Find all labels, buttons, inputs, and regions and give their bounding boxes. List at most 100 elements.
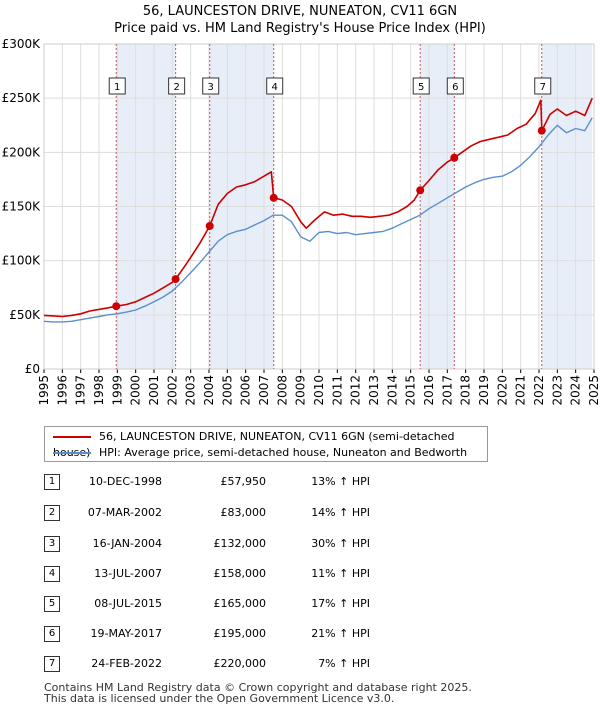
legend-swatch-property <box>53 436 91 438</box>
sale-marker-label: 5 <box>418 82 424 93</box>
x-tick-label: 2002 <box>165 375 179 406</box>
series-lines <box>43 97 593 323</box>
sale-price: £220,000 <box>213 657 267 670</box>
sale-marker-box <box>108 77 126 95</box>
title-line-1: 56, LAUNCESTON DRIVE, NUNEATON, CV11 6GN <box>142 4 458 19</box>
sale-number-badge: 4 <box>44 566 60 582</box>
sale-markers: 1 2 3 4 5 6 7 <box>108 44 552 369</box>
plot-border <box>43 43 595 370</box>
sale-hpi-change: 21% ↑ HPI <box>311 627 370 640</box>
sale-point <box>537 126 546 135</box>
sale-date: 08-JUL-2015 <box>94 597 162 610</box>
x-tick-label: 1995 <box>37 375 51 406</box>
sale-row: 5 08-JUL-2015 £165,000 17% ↑ HPI <box>0 592 600 616</box>
axes: £0 £50K £100K £150K £200K £250K £300K 1995 1996 1… <box>2 37 600 406</box>
sale-marker-box <box>202 77 220 95</box>
x-tick-label: 2024 <box>569 375 583 406</box>
x-tick-label: 2017 <box>440 375 454 406</box>
title-line-2: Price paid vs. HM Land Registry's House … <box>114 21 486 36</box>
legend-label-hpi: HPI: Average price, semi-detached house,… <box>99 446 468 459</box>
sale-date: 13-JUL-2007 <box>94 567 162 580</box>
sale-marker-box <box>168 77 186 95</box>
sale-hpi-change: 13% ↑ HPI <box>311 475 370 488</box>
sale-marker-box <box>534 77 552 95</box>
legend-item-hpi: HPI: Average price, semi-detached house,… <box>53 445 467 461</box>
sale-number-badge: 1 <box>44 474 60 490</box>
sale-marker-label: 6 <box>452 82 458 93</box>
chart-title: 56, LAUNCESTON DRIVE, NUNEATON, CV11 6GN… <box>0 3 600 37</box>
sale-number-badge: 5 <box>44 596 60 612</box>
x-tick-label: 2007 <box>257 375 271 406</box>
sale-marker-label: 1 <box>114 82 120 93</box>
y-tick-label: £100K <box>2 254 42 268</box>
x-tick-label: 2006 <box>239 375 253 406</box>
sale-hpi-change: 14% ↑ HPI <box>311 506 370 519</box>
x-tick-label: 1997 <box>74 375 88 406</box>
y-tick-label: £150K <box>2 200 42 214</box>
x-tick-label: 1996 <box>55 375 69 406</box>
sale-row: 6 19-MAY-2017 £195,000 21% ↑ HPI <box>0 622 600 646</box>
sale-price: £165,000 <box>213 597 267 610</box>
x-tick-label: 1998 <box>92 375 106 406</box>
x-tick-label: 2009 <box>294 375 308 406</box>
sale-price: £132,000 <box>213 537 267 550</box>
x-tick-label: 2019 <box>477 375 491 406</box>
footer-attribution: Contains HM Land Registry data © Crown c… <box>44 682 472 704</box>
sale-marker-box <box>446 77 464 95</box>
hpi-line <box>43 117 593 323</box>
sale-row: 4 13-JUL-2007 £158,000 11% ↑ HPI <box>0 562 600 586</box>
sale-row: 2 07-MAR-2002 £83,000 14% ↑ HPI <box>0 501 600 525</box>
sale-number-badge: 7 <box>44 656 60 672</box>
sale-points <box>112 126 546 311</box>
sale-marker-label: 2 <box>173 82 179 93</box>
sale-price: £83,000 <box>220 506 267 519</box>
property-price-line <box>43 97 593 318</box>
x-tick-label: 2011 <box>330 375 344 406</box>
sale-number-badge: 6 <box>44 626 60 642</box>
sale-marker-label: 7 <box>540 82 546 93</box>
y-tick-label: £300K <box>2 37 42 51</box>
sale-date: 19-MAY-2017 <box>90 627 162 640</box>
sale-row: 7 24-FEB-2022 £220,000 7% ↑ HPI <box>0 652 600 676</box>
x-tick-label: 2010 <box>312 375 326 406</box>
legend-swatch-hpi <box>53 452 91 454</box>
sale-date: 24-FEB-2022 <box>91 657 162 670</box>
footer-line-2: This data is licensed under the Open Gov… <box>44 692 395 705</box>
sale-point <box>112 302 121 311</box>
x-tick-label: 2015 <box>404 375 418 406</box>
x-tick-label: 2020 <box>495 375 509 406</box>
y-tick-label: £250K <box>2 91 42 105</box>
x-tick-label: 2025 <box>587 375 600 406</box>
sale-marker-label: 3 <box>208 82 214 93</box>
sale-number-badge: 2 <box>44 505 60 521</box>
x-tick-label: 2004 <box>202 375 216 406</box>
legend-item-property: 56, LAUNCESTON DRIVE, NUNEATON, CV11 6GN… <box>53 429 487 459</box>
footer-line-1: Contains HM Land Registry data © Crown c… <box>44 681 472 694</box>
sale-price: £195,000 <box>213 627 267 640</box>
x-tick-label: 2022 <box>532 375 546 406</box>
x-tick-label: 2000 <box>129 375 143 406</box>
sale-point <box>416 186 425 195</box>
sale-price: £158,000 <box>213 567 267 580</box>
sale-date: 10-DEC-1998 <box>88 475 162 488</box>
sale-point <box>269 193 278 202</box>
sale-hpi-change: 17% ↑ HPI <box>311 597 370 610</box>
sale-number-badge: 3 <box>44 536 60 552</box>
sale-point <box>450 153 459 162</box>
price-chart: £0 £50K £100K £150K £200K £250K £300K 1995 1996 1… <box>2 37 600 406</box>
x-tick-label: 2008 <box>275 375 289 406</box>
sale-point <box>205 222 214 230</box>
sale-point <box>171 275 180 284</box>
sale-date: 07-MAR-2002 <box>87 506 162 519</box>
sale-marker-box <box>412 77 430 95</box>
x-tick-label: 1999 <box>110 375 124 406</box>
sale-marker-box <box>266 77 284 95</box>
x-tick-label: 2005 <box>220 375 234 406</box>
x-tick-label: 2023 <box>550 375 564 406</box>
x-tick-label: 2014 <box>385 375 399 406</box>
sale-hpi-change: 30% ↑ HPI <box>311 537 370 550</box>
x-tick-label: 2012 <box>349 375 363 406</box>
x-tick-label: 2016 <box>422 375 436 406</box>
y-tick-label: £200K <box>2 145 42 159</box>
x-tick-label: 2018 <box>459 375 473 406</box>
